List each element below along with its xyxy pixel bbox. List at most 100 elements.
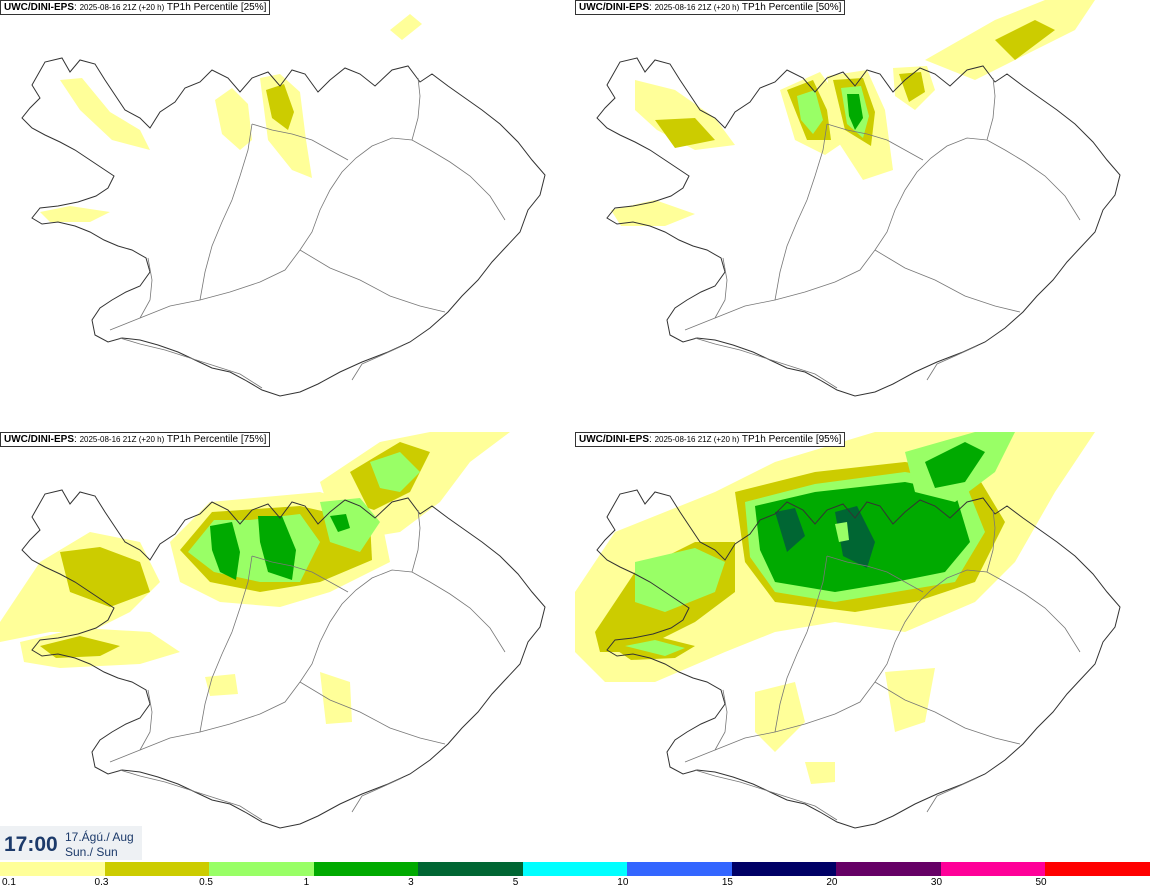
precip-area bbox=[755, 682, 805, 752]
precip-area bbox=[266, 84, 294, 130]
legend-tick-label: 20 bbox=[826, 877, 838, 888]
road-line bbox=[251, 555, 349, 593]
legend-swatch bbox=[627, 862, 732, 876]
legend-tick-label: 10 bbox=[617, 877, 629, 888]
road-line bbox=[411, 77, 421, 141]
precip-area bbox=[885, 668, 935, 732]
road-line bbox=[874, 249, 1021, 313]
valid-date-line2: Sun./ Sun bbox=[65, 845, 118, 859]
road-line bbox=[299, 249, 446, 313]
valid-date-line1: 17.Ágú./ Aug bbox=[65, 830, 134, 844]
coastline bbox=[21, 489, 546, 829]
map-panel-p95: UWC/DINI-EPS: 2025-08-16 21Z (+20 h) TP1… bbox=[575, 432, 1150, 862]
precip-area bbox=[320, 498, 380, 552]
valid-time-box: 17:00 17.Ágú./ Aug Sun./ Sun bbox=[0, 826, 142, 860]
map-panel-p50: UWC/DINI-EPS: 2025-08-16 21Z (+20 h) TP1… bbox=[575, 0, 1150, 430]
precip-area bbox=[611, 200, 695, 226]
precip-area bbox=[60, 547, 150, 607]
precip-area bbox=[635, 80, 735, 150]
coastline bbox=[596, 57, 1121, 397]
precip-area bbox=[390, 14, 422, 40]
color-legend bbox=[0, 862, 1150, 876]
precip-area bbox=[775, 508, 805, 552]
legend-tick-label: 0.3 bbox=[94, 877, 109, 888]
precip-area bbox=[60, 78, 150, 150]
panel-title: UWC/DINI-EPS: 2025-08-16 21Z (+20 h) TP1… bbox=[575, 0, 846, 15]
precip-area bbox=[370, 452, 420, 492]
legend-swatch bbox=[836, 862, 941, 876]
road-line bbox=[694, 769, 838, 821]
legend-tick-label: 5 bbox=[512, 877, 519, 888]
road-line bbox=[826, 555, 924, 593]
road-line bbox=[351, 777, 403, 813]
legend-swatch bbox=[313, 862, 419, 876]
legend-swatch bbox=[0, 862, 105, 876]
precip-area bbox=[835, 506, 875, 568]
legend-tick-label: 30 bbox=[930, 877, 943, 888]
precip-area bbox=[847, 94, 863, 130]
panel-title: UWC/DINI-EPS: 2025-08-16 21Z (+20 h) TP1… bbox=[0, 0, 271, 15]
road-line bbox=[874, 681, 1021, 745]
road-line bbox=[826, 123, 924, 161]
precip-area bbox=[805, 762, 835, 784]
road-line bbox=[109, 137, 506, 331]
road-line bbox=[119, 337, 263, 389]
road-line bbox=[119, 769, 263, 821]
panel-title: UWC/DINI-EPS: 2025-08-16 21Z (+20 h) TP1… bbox=[0, 432, 271, 447]
precip-area bbox=[330, 514, 350, 532]
legend-swatch bbox=[940, 862, 1046, 876]
precip-area bbox=[635, 548, 725, 612]
road-line bbox=[684, 137, 1081, 331]
legend-tick-label: 0.5 bbox=[199, 877, 213, 888]
legend-swatch bbox=[104, 862, 210, 876]
road-line bbox=[199, 555, 253, 733]
valid-time: 17:00 bbox=[4, 833, 58, 856]
iceland-map bbox=[596, 0, 1121, 397]
precip-area bbox=[797, 90, 823, 134]
road-line bbox=[926, 345, 978, 381]
road-line bbox=[299, 681, 446, 745]
precip-area bbox=[835, 522, 849, 542]
legend-tick-label: 15 bbox=[721, 877, 733, 888]
road-line bbox=[139, 689, 153, 751]
precip-area bbox=[258, 516, 296, 580]
road-line bbox=[411, 509, 421, 573]
map-panel-p25: UWC/DINI-EPS: 2025-08-16 21Z (+20 h) TP1… bbox=[0, 0, 575, 430]
precip-area bbox=[995, 20, 1055, 60]
road-line bbox=[986, 509, 996, 573]
precip-area bbox=[40, 636, 120, 658]
precip-area bbox=[655, 118, 715, 148]
road-line bbox=[109, 569, 506, 763]
road-line bbox=[251, 123, 349, 161]
road-line bbox=[714, 257, 728, 319]
iceland-map bbox=[0, 432, 546, 829]
precip-area bbox=[210, 522, 240, 580]
legend-tick-label: 1 bbox=[303, 877, 310, 888]
road-line bbox=[199, 123, 253, 301]
legend-tick-label: 0.1 bbox=[2, 877, 16, 888]
road-line bbox=[139, 257, 153, 319]
precip-area bbox=[205, 674, 238, 696]
legend-swatch bbox=[209, 862, 314, 876]
road-line bbox=[926, 777, 978, 813]
legend-tick-label: 3 bbox=[408, 877, 414, 888]
iceland-map bbox=[21, 14, 546, 397]
road-line bbox=[986, 77, 996, 141]
coastline bbox=[21, 57, 546, 397]
road-line bbox=[774, 123, 828, 301]
legend-ticks: 0.1 0.3 0.5 1 3 5 10 15 20 30 50 bbox=[0, 877, 1150, 891]
road-line bbox=[351, 345, 403, 381]
legend-swatch bbox=[522, 862, 628, 876]
legend-swatch bbox=[418, 862, 523, 876]
precip-area bbox=[320, 672, 352, 724]
road-line bbox=[694, 337, 838, 389]
panel-title: UWC/DINI-EPS: 2025-08-16 21Z (+20 h) TP1… bbox=[575, 432, 846, 447]
legend-swatch bbox=[1045, 862, 1150, 876]
precip-area bbox=[215, 88, 252, 150]
legend-swatch bbox=[731, 862, 837, 876]
iceland-map bbox=[575, 432, 1121, 829]
legend-tick-label: 50 bbox=[1035, 877, 1047, 888]
road-line bbox=[774, 555, 828, 733]
precip-area bbox=[40, 206, 110, 222]
precip-area bbox=[925, 442, 985, 488]
